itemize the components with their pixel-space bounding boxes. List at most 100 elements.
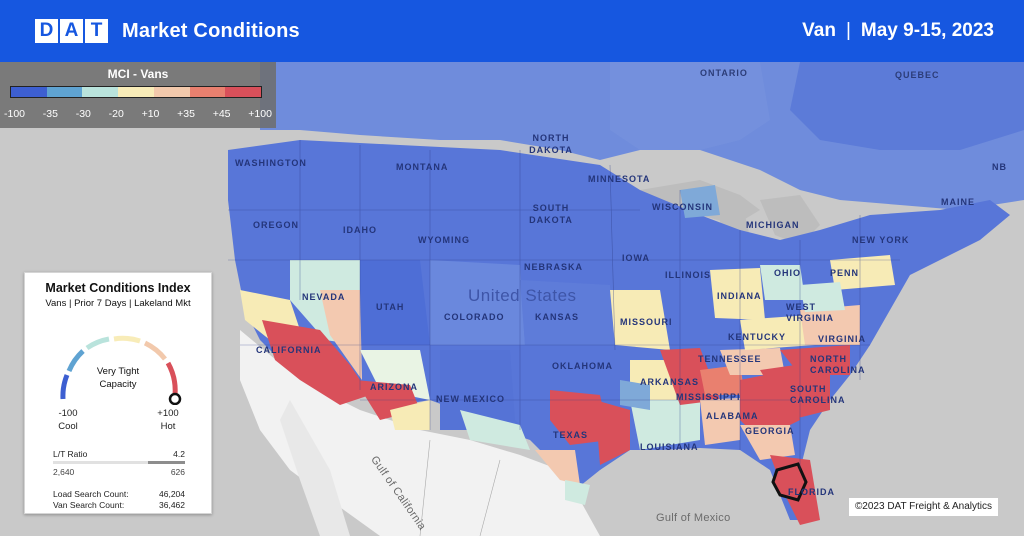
label-united-states: United States bbox=[468, 286, 577, 305]
label-tennessee: TENNESSEE bbox=[698, 354, 762, 364]
label-arkansas: ARKANSAS bbox=[640, 377, 700, 387]
gauge-seg-6 bbox=[165, 361, 178, 396]
gauge-max: +100 Hot bbox=[153, 407, 183, 433]
quebec-region bbox=[790, 62, 1024, 150]
texas-houston bbox=[595, 400, 630, 465]
label-montana: MONTANA bbox=[396, 162, 449, 172]
mci-tick: -100 bbox=[4, 108, 26, 120]
mci-swatch-1 bbox=[11, 87, 47, 97]
mci-tick: -20 bbox=[108, 108, 124, 120]
label-nevada: NEVADA bbox=[302, 292, 346, 302]
tennessee-east bbox=[720, 348, 785, 375]
label-wyoming: WYOMING bbox=[418, 235, 470, 245]
label-maine: MAINE bbox=[941, 197, 975, 207]
lt-values: 2,640 626 bbox=[53, 467, 185, 477]
label-colorado: COLORADO bbox=[444, 312, 505, 322]
baja-peninsula bbox=[280, 400, 350, 536]
virginia-region bbox=[800, 305, 860, 345]
penn-region bbox=[830, 255, 895, 290]
label-mississippi: MISSISSIPPI bbox=[676, 392, 741, 402]
label-north-dakota: NORTH DAKOTA bbox=[529, 133, 573, 155]
gauge-seg-2 bbox=[66, 349, 85, 373]
label-south-carolina: SOUTH CAROLINA bbox=[790, 384, 846, 405]
logo-letter-d: D bbox=[35, 19, 58, 43]
kansas-region bbox=[520, 280, 615, 345]
label-oregon: OREGON bbox=[253, 220, 300, 230]
equipment-type: Van bbox=[802, 20, 836, 41]
georgia-south bbox=[740, 425, 795, 460]
kentucky-region bbox=[740, 315, 815, 350]
date-range: May 9-15, 2023 bbox=[860, 20, 994, 41]
mci-swatch-5 bbox=[153, 87, 190, 97]
california-south bbox=[262, 320, 370, 405]
mci-gauge bbox=[60, 335, 182, 405]
label-north-carolina: NORTH CAROLINA bbox=[810, 354, 866, 375]
load-search-value: 46,204 bbox=[159, 489, 185, 499]
label-indiana: INDIANA bbox=[717, 291, 762, 301]
alabama-region bbox=[700, 398, 740, 445]
label-west-virginia: WEST VIRGINIA bbox=[786, 302, 835, 323]
label-california: CALIFORNIA bbox=[256, 345, 322, 355]
lake-huron bbox=[760, 195, 820, 245]
mci-tick: +45 bbox=[212, 108, 231, 120]
label-penn: PENN bbox=[830, 268, 860, 278]
van-search-label: Van Search Count: bbox=[53, 500, 125, 510]
label-georgia: GEORGIA bbox=[745, 426, 795, 436]
gauge-seg-3 bbox=[85, 336, 110, 351]
label-new-mexico: NEW MEXICO bbox=[436, 394, 506, 404]
lt-ratio-value: 4.2 bbox=[173, 449, 185, 459]
mexico-borders bbox=[419, 439, 501, 536]
state-borders bbox=[228, 140, 900, 470]
arizona-north bbox=[360, 350, 430, 400]
mci-tick-labels: -100 -35 -30 -20 +10 +35 +45 +100 bbox=[4, 108, 272, 120]
label-arizona: ARIZONA bbox=[370, 382, 418, 392]
logo-letter-a: A bbox=[60, 19, 83, 43]
label-quebec: QUEBEC bbox=[895, 70, 940, 80]
market-conditions-card: Market Conditions Index Vans | Prior 7 D… bbox=[24, 272, 212, 514]
mci-swatch-6 bbox=[189, 87, 226, 97]
lakeland-market-outline bbox=[771, 462, 808, 502]
mci-swatch-2 bbox=[46, 87, 83, 97]
van-search-value: 36,462 bbox=[159, 500, 185, 510]
label-washington: WASHINGTON bbox=[235, 158, 307, 168]
label-kansas: KANSAS bbox=[535, 312, 580, 322]
card-title: Market Conditions Index bbox=[45, 281, 191, 295]
label-missouri: MISSOURI bbox=[620, 317, 673, 327]
label-virginia: VIRGINIA bbox=[818, 334, 867, 344]
mci-tick: +10 bbox=[141, 108, 160, 120]
mci-tick: -35 bbox=[42, 108, 58, 120]
page-title: Market Conditions bbox=[122, 19, 300, 42]
label-idaho: IDAHO bbox=[343, 225, 377, 235]
arizona-west bbox=[390, 400, 430, 430]
gauge-min: -100 Cool bbox=[53, 407, 83, 433]
lt-trucks: 626 bbox=[170, 467, 185, 477]
card-subtitle: Vans | Prior 7 Days | Lakeland Mkt bbox=[45, 298, 191, 309]
label-utah: UTAH bbox=[376, 302, 405, 312]
west-virginia-region bbox=[800, 282, 845, 312]
gauge-seg-4 bbox=[113, 335, 141, 344]
logo-letter-t: T bbox=[85, 19, 108, 43]
label-south-dakota: SOUTH DAKOTA bbox=[529, 203, 573, 225]
label-texas: TEXAS bbox=[553, 430, 589, 440]
mci-tick: +100 bbox=[248, 108, 272, 120]
label-alabama: ALABAMA bbox=[706, 411, 759, 421]
label-kentucky: KENTUCKY bbox=[728, 332, 787, 342]
louisiana-north bbox=[630, 400, 700, 450]
wisconsin-region bbox=[680, 185, 720, 218]
ontario-region bbox=[610, 62, 770, 150]
mci-swatch-4 bbox=[118, 87, 154, 97]
gauge-seg-5 bbox=[143, 340, 167, 361]
arkansas-east bbox=[620, 380, 650, 410]
label-louisiana: LOUISIANA bbox=[640, 442, 699, 452]
capacity-status: Very Tight Capacity bbox=[96, 366, 140, 390]
texas-border bbox=[565, 480, 590, 505]
label-iowa: IOWA bbox=[622, 253, 650, 263]
lt-ratio-bar bbox=[53, 461, 185, 464]
mci-swatch-3 bbox=[82, 87, 119, 97]
label-ohio: OHIO bbox=[774, 268, 802, 278]
header-separator: | bbox=[845, 20, 851, 41]
colorado-region bbox=[430, 260, 525, 345]
mci-tick: -30 bbox=[75, 108, 91, 120]
utah-region bbox=[360, 260, 430, 345]
label-nb: NB bbox=[992, 162, 1007, 172]
